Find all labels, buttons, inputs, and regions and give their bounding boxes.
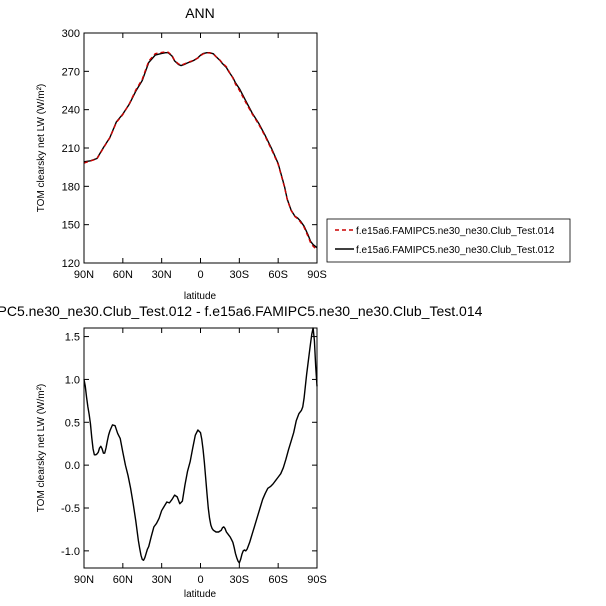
top-chart-y-tick-label: 210 <box>62 143 80 155</box>
top-chart-x-tick-label: 90S <box>307 269 327 281</box>
bottom-chart-x-tick-label: 0 <box>197 574 203 586</box>
top-chart-x-tick-label: 60N <box>113 269 133 281</box>
top-chart-x-tick-label: 0 <box>197 269 203 281</box>
top-chart-x-tick-label: 60S <box>268 269 288 281</box>
bottom-chart-title: IPC5.ne30_ne30.Club_Test.012 - f.e15a6.F… <box>0 303 483 319</box>
top-chart-title: ANN <box>185 5 215 21</box>
bottom-chart-lines <box>83 327 318 564</box>
top-chart-y-tick-label: 300 <box>62 28 80 40</box>
bottom-chart-y-tick-label: 0.5 <box>65 417 80 429</box>
top-chart-y-tick-label: 120 <box>62 258 80 270</box>
bottom-chart-frame <box>83 327 318 569</box>
top-chart-ylabel: TOM clearsky net LW (W/m²) <box>36 84 47 213</box>
top-chart-x-tick-label: 30N <box>152 269 172 281</box>
legend-label-series-1: f.e15a6.FAMIPC5.ne30_ne30.Club_Test.014 <box>356 226 555 237</box>
top-chart-y-tick-label: 270 <box>62 66 80 78</box>
bottom-chart-series-line-1 <box>83 327 318 564</box>
top-chart-lines <box>83 51 318 251</box>
top-chart-y-tick-label: 180 <box>62 181 80 193</box>
bottom-panel: IPC5.ne30_ne30.Club_Test.012 - f.e15a6.F… <box>0 303 483 600</box>
bottom-chart-x-tick-label: 30S <box>230 574 250 586</box>
top-chart-x-tick-label: 30S <box>230 269 250 281</box>
top-chart-xlabel: latitude <box>184 291 217 302</box>
bottom-chart-xlabel: latitude <box>184 589 217 600</box>
bottom-chart-x-axis: 90N 60N 30N 0 30S 60S 90S <box>74 328 327 586</box>
top-chart-y-tick-label: 240 <box>62 105 80 117</box>
top-chart-y-tick-label: 150 <box>62 220 80 232</box>
legend-box <box>326 218 571 263</box>
top-chart-series-line-2 <box>83 51 318 249</box>
bottom-chart-x-tick-label: 60N <box>113 574 133 586</box>
top-chart-legend: f.e15a6.FAMIPC5.ne30_ne30.Club_Test.014 … <box>326 218 571 263</box>
bottom-chart-x-tick-label: 60S <box>268 574 288 586</box>
bottom-chart-y-tick-label: 0.0 <box>65 460 80 472</box>
top-chart-x-tick-label: 90N <box>74 269 94 281</box>
bottom-chart-x-tick-label: 90N <box>74 574 94 586</box>
top-chart-y-axis: 120 150 180 210 240 270 300 <box>62 28 317 270</box>
bottom-chart-y-tick-label: -0.5 <box>61 503 80 515</box>
bottom-chart-x-tick-label: 30N <box>152 574 172 586</box>
legend-label-series-2: f.e15a6.FAMIPC5.ne30_ne30.Club_Test.012 <box>356 245 555 256</box>
bottom-chart-y-axis: -1.0 -0.5 0.0 0.5 1.0 1.5 <box>61 332 317 558</box>
top-chart-series-line-1 <box>83 51 318 251</box>
bottom-chart-y-tick-label: -1.0 <box>61 546 80 558</box>
top-chart-x-axis: 90N 60N 30N 0 30S 60S 90S <box>74 33 327 281</box>
top-panel: ANN 120 150 180 210 240 270 300 90N 60N 30N 0 30S 6… <box>36 5 571 302</box>
bottom-chart-y-tick-label: 1.0 <box>65 374 80 386</box>
top-chart-frame <box>83 32 318 264</box>
bottom-chart-y-tick-label: 1.5 <box>65 332 80 344</box>
bottom-chart-ylabel: TOM clearsky net LW (W/m²) <box>36 384 47 513</box>
bottom-chart-x-tick-label: 90S <box>307 574 327 586</box>
